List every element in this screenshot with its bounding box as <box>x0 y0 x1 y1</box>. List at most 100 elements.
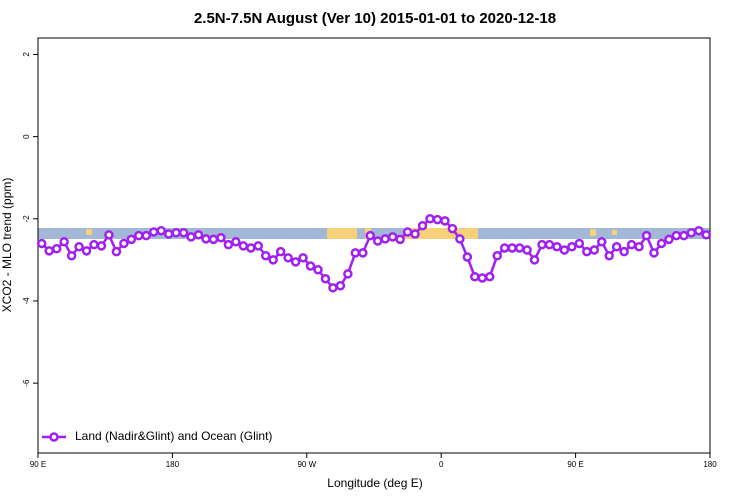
data-point <box>589 245 600 255</box>
data-point <box>36 238 47 249</box>
data-point <box>395 234 405 245</box>
data-point <box>141 230 152 241</box>
data-point <box>96 241 107 251</box>
data-point <box>537 239 547 250</box>
data-point <box>559 245 570 255</box>
data-point <box>492 251 502 261</box>
data-point <box>290 257 301 267</box>
x-tick-label: 180 <box>166 460 180 469</box>
legend-label: Land (Nadir&Glint) and Ocean (Glint) <box>75 429 272 443</box>
y-tick-label: -4 <box>22 297 31 305</box>
data-point <box>641 230 652 241</box>
data-point <box>365 230 376 241</box>
data-point <box>148 227 159 237</box>
data-point <box>74 241 84 252</box>
data-point <box>619 246 629 257</box>
data-point <box>447 223 458 234</box>
data-point <box>283 253 293 263</box>
data-point <box>298 253 308 263</box>
plot-frame <box>37 37 711 454</box>
data-point <box>171 228 181 238</box>
data-point <box>417 221 428 231</box>
data-point <box>89 239 99 250</box>
data-point <box>574 238 585 249</box>
data-point <box>372 236 383 246</box>
data-point <box>51 244 62 254</box>
x-tick-label: 0 <box>439 460 444 469</box>
x-tick-label: 180 <box>703 460 717 469</box>
data-point <box>440 216 450 226</box>
data-point <box>126 234 137 245</box>
data-point <box>66 251 77 261</box>
data-point <box>507 243 517 253</box>
data-point <box>522 245 532 255</box>
land-band <box>327 228 357 239</box>
data-point <box>201 234 211 244</box>
data-point <box>81 246 92 256</box>
y-tick-label: -6 <box>22 379 31 387</box>
data-point <box>111 246 122 257</box>
data-point <box>313 264 323 275</box>
data-point <box>238 241 249 251</box>
land-band <box>86 229 92 235</box>
data-point <box>470 271 480 282</box>
data-point <box>402 227 413 237</box>
data-point <box>649 248 659 258</box>
data-point <box>119 238 129 249</box>
data-point <box>514 243 525 253</box>
x-tick-label: 90 W <box>297 460 316 469</box>
data-point <box>193 230 204 240</box>
data-point <box>582 246 592 257</box>
data-point <box>425 214 435 224</box>
land-band <box>590 229 596 236</box>
data-point <box>387 232 398 242</box>
data-point <box>223 239 234 250</box>
y-axis-label: XCO2 - MLO trend (ppm) <box>0 178 14 313</box>
data-point <box>163 229 174 239</box>
data-point <box>694 225 704 236</box>
y-tick-label: -2 <box>22 215 31 223</box>
data-point <box>231 237 241 247</box>
data-point <box>268 255 278 265</box>
data-point <box>596 237 607 247</box>
data-point <box>275 246 286 257</box>
x-tick-label: 90 E <box>567 460 583 469</box>
data-point <box>529 255 540 265</box>
data-point <box>208 234 219 245</box>
data-point <box>44 246 54 256</box>
data-point <box>305 261 316 271</box>
data-point <box>604 251 614 261</box>
data-point <box>335 281 346 291</box>
data-point <box>626 239 637 250</box>
land-band <box>612 230 617 235</box>
data-point <box>186 232 196 242</box>
chart-title: 2.5N-7.5N August (Ver 10) 2015-01-01 to … <box>194 10 556 27</box>
data-point <box>567 241 577 252</box>
data-point <box>358 248 368 258</box>
y-tick-label: 2 <box>22 52 31 57</box>
data-point <box>246 243 256 253</box>
y-tick-label: 0 <box>22 134 31 139</box>
data-point <box>380 234 390 244</box>
data-point <box>134 230 144 241</box>
data-point <box>328 283 338 293</box>
data-point <box>462 252 473 262</box>
legend-marker <box>49 432 59 442</box>
data-point <box>260 251 271 261</box>
data-point <box>499 243 510 253</box>
data-point <box>611 241 622 252</box>
data-point <box>320 274 331 284</box>
data-point <box>455 234 465 244</box>
data-point <box>552 241 562 252</box>
data-point <box>432 214 443 225</box>
data-point <box>59 237 69 247</box>
data-point <box>544 239 555 250</box>
data-point <box>104 230 114 240</box>
data-point <box>477 273 488 283</box>
data-point <box>156 225 166 236</box>
data-point <box>656 238 667 249</box>
data-point <box>671 230 682 241</box>
land-band <box>405 228 478 239</box>
